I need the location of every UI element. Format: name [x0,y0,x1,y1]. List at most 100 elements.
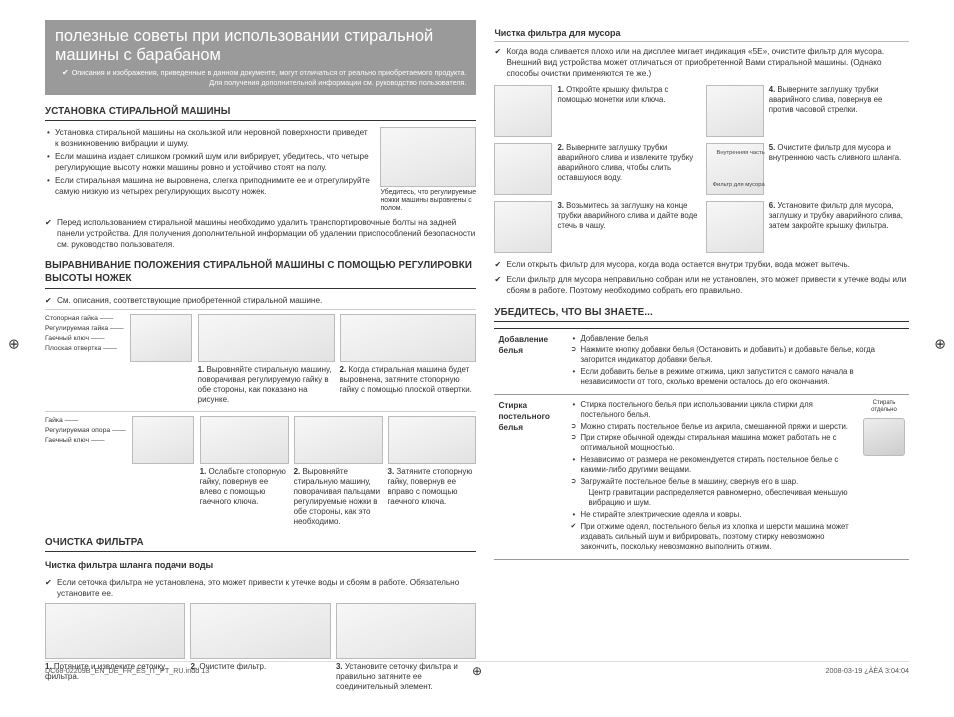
label: Регулируемая опора —— [45,426,126,436]
row-content: Добавление белья Нажмите кнопку добавки … [566,329,909,394]
step-block: 1. Ослабьте стопорную гайку, повернув ее… [200,416,289,527]
banner-title: полезные советы при использовании стирал… [55,27,466,65]
list-item: Загружайте постельное белье в машину, св… [570,477,859,487]
level-row-2: Гайка —— Регулируемая опора —— Гаечный к… [45,411,476,527]
step-block: 4. Выверните заглушку трубки аварийного … [706,85,909,137]
step-text: Ослабьте стопорную гайку, повернув ее вл… [200,467,286,506]
install-bullet: Установка стиральной машины на скользкой… [45,127,372,149]
title-banner: полезные советы при использовании стирал… [45,20,476,95]
step-number: 1. [200,467,207,476]
step-number: 6. [769,201,776,210]
level-row-1: Стопорная гайка —— Регулируемая гайка ——… [45,314,476,405]
step-illustration [200,416,289,464]
footer-timestamp: 2008-03-19 ¿ÀÈÄ 3:04:04 [825,666,909,676]
page-content: полезные советы при использовании стирал… [0,0,954,717]
step-illustration [706,201,764,253]
row-content: Стирка постельного белья при использован… [566,395,909,559]
list-item: Независимо от размера не рекомендуется с… [570,455,859,475]
debris-filter-steps: 1. Откройте крышку фильтра с помощью мон… [494,85,909,253]
step-block: 3. Возьмитесь за заглушку на конце трубк… [494,201,697,253]
inline-label: Внутренняя часть [717,150,765,156]
list-item: При стирке обычной одежды стиральная маш… [570,433,859,453]
step-number: 3. [388,467,395,476]
list-item: Можно стирать постельное белье из акрила… [570,422,859,432]
foot-labels-1: Стопорная гайка —— Регулируемая гайка ——… [45,314,124,355]
step-number: 1. [198,365,205,374]
level-note: См. описания, соответствующие приобретен… [45,295,476,310]
step-text: Затяните стопорную гайку, повернув ее вп… [388,467,473,506]
install-bullet: Если машина издает слишком громкий шум и… [45,151,372,173]
install-bullets: Установка стиральной машины на скользкой… [45,127,372,213]
pillow-illustration [863,418,905,456]
step-text: Установите фильтр для мусора, заглушку и… [769,201,903,229]
step-number: 2. [557,143,564,152]
step-text: Выверните заглушку трубки аварийного сли… [557,143,693,181]
step-number: 2. [294,467,301,476]
step-illustration [494,143,552,195]
crop-mark-right: ⊕ [934,335,946,354]
step-illustration [336,603,476,659]
inline-label: Фильтр для мусора [713,182,765,188]
debris-post-note: Если открыть фильтр для мусора, когда во… [494,259,909,270]
step-illustration [494,85,552,137]
list-item: Добавление белья [570,334,905,344]
step-text: Выверните заглушку трубки аварийного сли… [769,85,883,113]
footer-file: DC68-02209B_EN_DE_FR_ES_IT_PT_RU.indd 13 [45,666,209,676]
table-row: Стирка постельного белья Стирка постельн… [494,395,909,560]
step-block: 2. Очистите фильтр. [190,603,330,692]
step-text: Очистите фильтр для мусора и внутреннюю … [769,143,902,162]
step-illustration [388,416,477,464]
list-item: Центр гравитации распределяется равномер… [570,488,859,508]
step-number: 4. [769,85,776,94]
step-block: 3. Затяните стопорную гайку, повернув ее… [388,416,477,527]
step-text: Выровняйте стиральную машину, поворачива… [294,467,381,526]
step-text: Откройте крышку фильтра с помощью монетк… [557,85,668,104]
step-illustration [190,603,330,659]
step-text: Возьмитесь за заглушку на конце трубки а… [557,201,697,229]
foot-labels-2: Гайка —— Регулируемая опора —— Гаечный к… [45,416,126,447]
step-block: 1. Выровняйте стиральную машину, поворач… [198,314,335,405]
list-item: Стирка постельного белья при использован… [570,400,859,420]
label: Плоская отвертка —— [45,344,124,354]
table-row: Добавление белья Добавление белья Нажмит… [494,329,909,395]
install-bullet: Если стиральная машина не выровнена, сле… [45,175,372,197]
list-item: Не стирайте электрические одеяла и ковры… [570,510,859,520]
list-item: Если добавить белье в режиме отжима, цик… [570,367,905,387]
heading-debris: Чистка фильтра для мусора [494,27,909,42]
install-caption: Убедитесь, что регулируемые ножки машины… [380,189,476,213]
list-item: Нажмите кнопку добавки белья (Остановить… [570,345,905,365]
banner-subtitle: Описания и изображения, приведенные в да… [55,68,466,87]
step-block: 1. Откройте крышку фильтра с помощью мон… [494,85,697,137]
debris-col-left: 1. Откройте крышку фильтра с помощью мон… [494,85,697,253]
step-illustration: Внутренняя часть Фильтр для мусора [706,143,764,195]
step-text: Когда стиральная машина будет выровнена,… [340,365,472,394]
step-block: 2. Когда стиральная машина будет выровне… [340,314,477,405]
step-illustration [706,85,764,137]
label: Регулируемая гайка —— [45,324,124,334]
label: Гаечный ключ —— [45,436,126,446]
list-item: При отжиме одеял, постельного белья из х… [570,522,859,552]
row-label: Стирка постельного белья [494,395,566,559]
install-note: Перед использованием стиральной машины н… [45,217,476,250]
washer-illustration [380,127,476,187]
step-block: 1. Потяните и извлеките сеточку фильтра. [45,603,185,692]
label: Стопорная гайка —— [45,314,124,324]
water-filter-steps: 1. Потяните и извлеките сеточку фильтра.… [45,603,476,692]
left-column: полезные советы при использовании стирал… [45,20,476,692]
clean-note: Если сеточка фильтра не установлена, это… [45,577,476,599]
step-illustration [340,314,477,362]
heading-level: ВЫРАВНИВАНИЕ ПОЛОЖЕНИЯ СТИРАЛЬНОЙ МАШИНЫ… [45,259,476,288]
pillow-label: Стирать отдельно [863,400,905,414]
page-footer: DC68-02209B_EN_DE_FR_ES_IT_PT_RU.indd 13… [45,661,909,676]
step-illustration [198,314,335,362]
step-block: 6. Установите фильтр для мусора, заглушк… [706,201,909,253]
pillow-figure: Стирать отдельно [863,400,905,554]
step-block: 2. Выверните заглушку трубки аварийного … [494,143,697,195]
crop-mark-left: ⊕ [8,335,20,354]
step-illustration [45,603,185,659]
step-illustration [294,416,383,464]
step-illustration [494,201,552,253]
step-number: 5. [769,143,776,152]
step-block: 2. Выровняйте стиральную машину, поворач… [294,416,383,527]
step-number: 3. [557,201,564,210]
